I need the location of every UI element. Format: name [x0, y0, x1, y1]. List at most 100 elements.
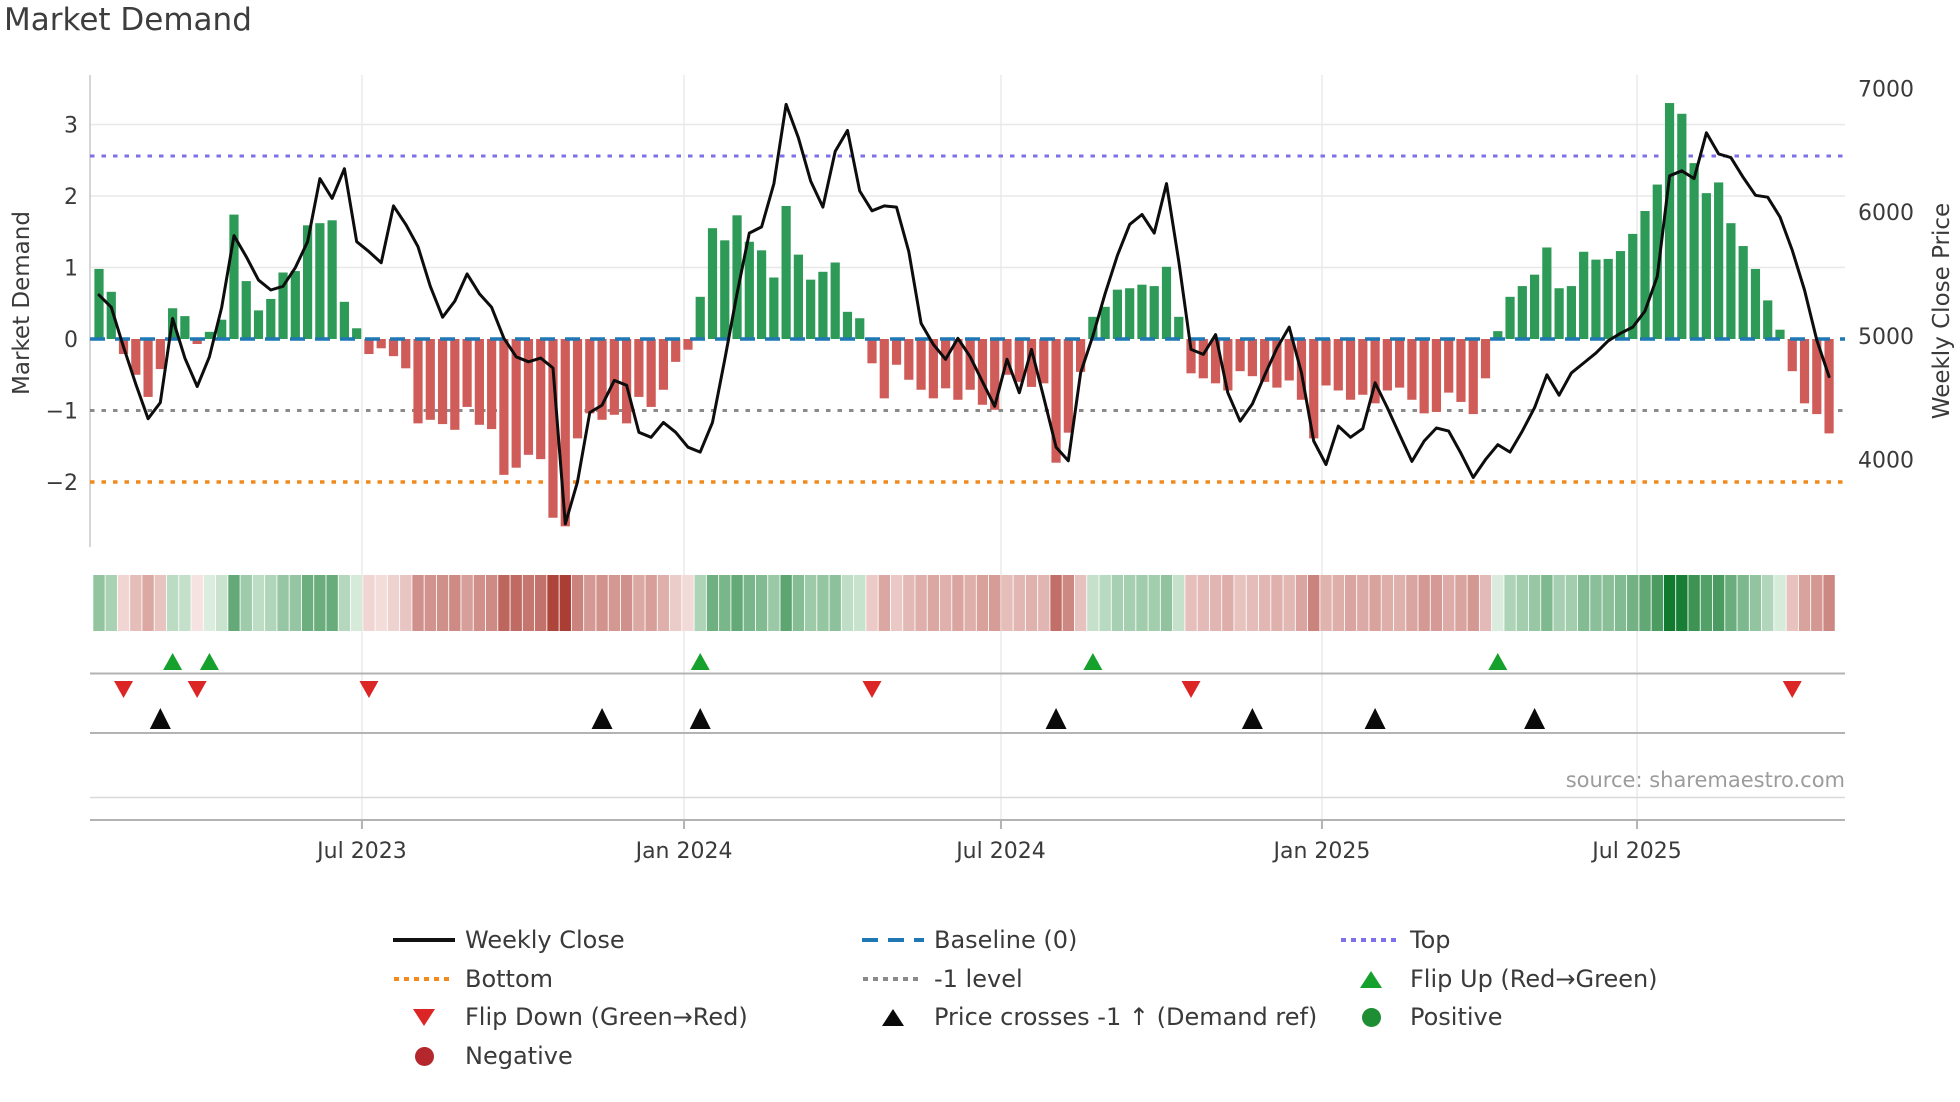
heatmap-cell: [952, 575, 964, 631]
legend-item-weekly-close: [393, 924, 455, 956]
legend-label: Baseline (0): [934, 926, 1078, 954]
heatmap-cell: [1320, 575, 1332, 631]
demand-bar: [1554, 288, 1564, 339]
demand-bar: [1480, 339, 1491, 379]
heatmap-cell: [1479, 575, 1492, 631]
legend-label: Price crosses -1 ↑ (Demand ref): [934, 1003, 1318, 1031]
demand-bar: [511, 339, 521, 468]
heatmap-cell: [289, 575, 302, 631]
demand-bar: [1579, 251, 1589, 339]
heatmap-cell: [166, 575, 179, 631]
heatmap-cell: [866, 575, 878, 631]
demand-bar: [1137, 284, 1147, 339]
demand-bar: [1370, 339, 1380, 404]
demand-bar: [1198, 339, 1208, 379]
demand-bar: [720, 240, 730, 339]
page-title: Market Demand: [4, 2, 252, 38]
heatmap-cell: [400, 575, 412, 631]
demand-bar: [1382, 339, 1392, 391]
flip-up-marker: [1083, 653, 1103, 670]
heatmap-cell: [326, 575, 338, 631]
heatmap-cell: [424, 575, 436, 631]
heatmap-cell: [350, 575, 363, 631]
demand-bar: [1407, 339, 1417, 400]
demand-bar: [1468, 339, 1478, 415]
demand-bar: [1419, 339, 1429, 414]
heatmap-cell: [964, 575, 976, 631]
heatmap-cell: [228, 575, 240, 631]
demand-bar: [192, 339, 202, 345]
demand-bar: [1223, 339, 1233, 391]
heatmap-cell: [1504, 575, 1516, 631]
demand-bar: [1652, 184, 1662, 339]
demand-bar: [1701, 193, 1711, 339]
demand-bar: [1333, 339, 1343, 391]
demand-bar: [1002, 339, 1012, 375]
demand-bar: [376, 339, 386, 349]
x-tick-label: Jul 2023: [315, 839, 407, 864]
heatmap-cell: [1823, 575, 1835, 631]
legend-item-baseline: [862, 924, 924, 956]
demand-bar: [241, 281, 251, 339]
demand-bar: [204, 331, 215, 339]
heatmap-cell: [203, 575, 216, 631]
demand-bar: [413, 339, 423, 424]
demand-bar: [499, 339, 509, 475]
demand-bar: [315, 223, 325, 339]
demand-bar: [1812, 339, 1822, 415]
heatmap-cell: [436, 575, 449, 631]
x-tick-label: Jul 2025: [1590, 839, 1682, 864]
demand-bar: [1345, 339, 1356, 400]
heatmap-cell: [1443, 575, 1455, 631]
heatmap-cell: [1774, 575, 1786, 631]
heatmap-cell: [1627, 575, 1639, 631]
demand-bar: [1664, 103, 1675, 339]
heatmap-cell: [1492, 575, 1504, 631]
demand-bar: [462, 339, 472, 407]
demand-bar: [855, 318, 865, 339]
legend-item-price-cross: [862, 1001, 924, 1033]
heatmap-cell: [1271, 575, 1283, 631]
legend-label: Flip Up (Red→Green): [1410, 965, 1658, 993]
heatmap-cell: [154, 575, 167, 631]
demand-bar: [180, 316, 190, 339]
demand-bar: [830, 262, 840, 339]
top-dotted-icon: [1340, 938, 1402, 942]
left-y-tick-label: −2: [46, 471, 78, 496]
demand-bar: [1272, 339, 1282, 388]
heatmap-cell: [1197, 575, 1209, 631]
price-cross-marker: [1364, 708, 1386, 729]
positive-circle-icon: [1340, 1007, 1402, 1027]
flip-up-marker: [690, 653, 710, 670]
heatmap-cell: [731, 575, 743, 631]
flip-down-marker: [1782, 681, 1802, 698]
heatmap-cell: [1074, 575, 1087, 631]
demand-bar: [266, 298, 276, 339]
demand-bar: [916, 339, 926, 390]
demand-bar: [425, 339, 435, 420]
heatmap-cell: [890, 575, 903, 631]
heatmap-cell: [301, 575, 314, 631]
demand-bar: [891, 339, 902, 365]
demand-bar: [732, 215, 742, 339]
demand-bar: [1529, 274, 1540, 339]
heatmap-cell: [1798, 575, 1811, 631]
demand-bar: [658, 339, 669, 390]
flip-up-marker: [163, 653, 183, 670]
demand-bar: [671, 339, 681, 362]
legend-item-negative: [393, 1040, 455, 1072]
left-y-tick-label: 2: [64, 185, 78, 210]
heatmap-cell: [1025, 575, 1038, 631]
heatmap-cell: [1811, 575, 1823, 631]
demand-bar: [781, 206, 791, 339]
heatmap-cell: [449, 575, 461, 631]
demand-bar: [707, 228, 718, 339]
weekly-close-line-icon: [393, 938, 455, 942]
demand-bar: [793, 254, 803, 339]
heatmap-cell: [878, 575, 890, 631]
demand-bar: [474, 339, 484, 425]
weekly-close-line: [97, 102, 1831, 526]
heatmap-cell: [1393, 575, 1406, 631]
heatmap-cell: [1651, 575, 1663, 631]
